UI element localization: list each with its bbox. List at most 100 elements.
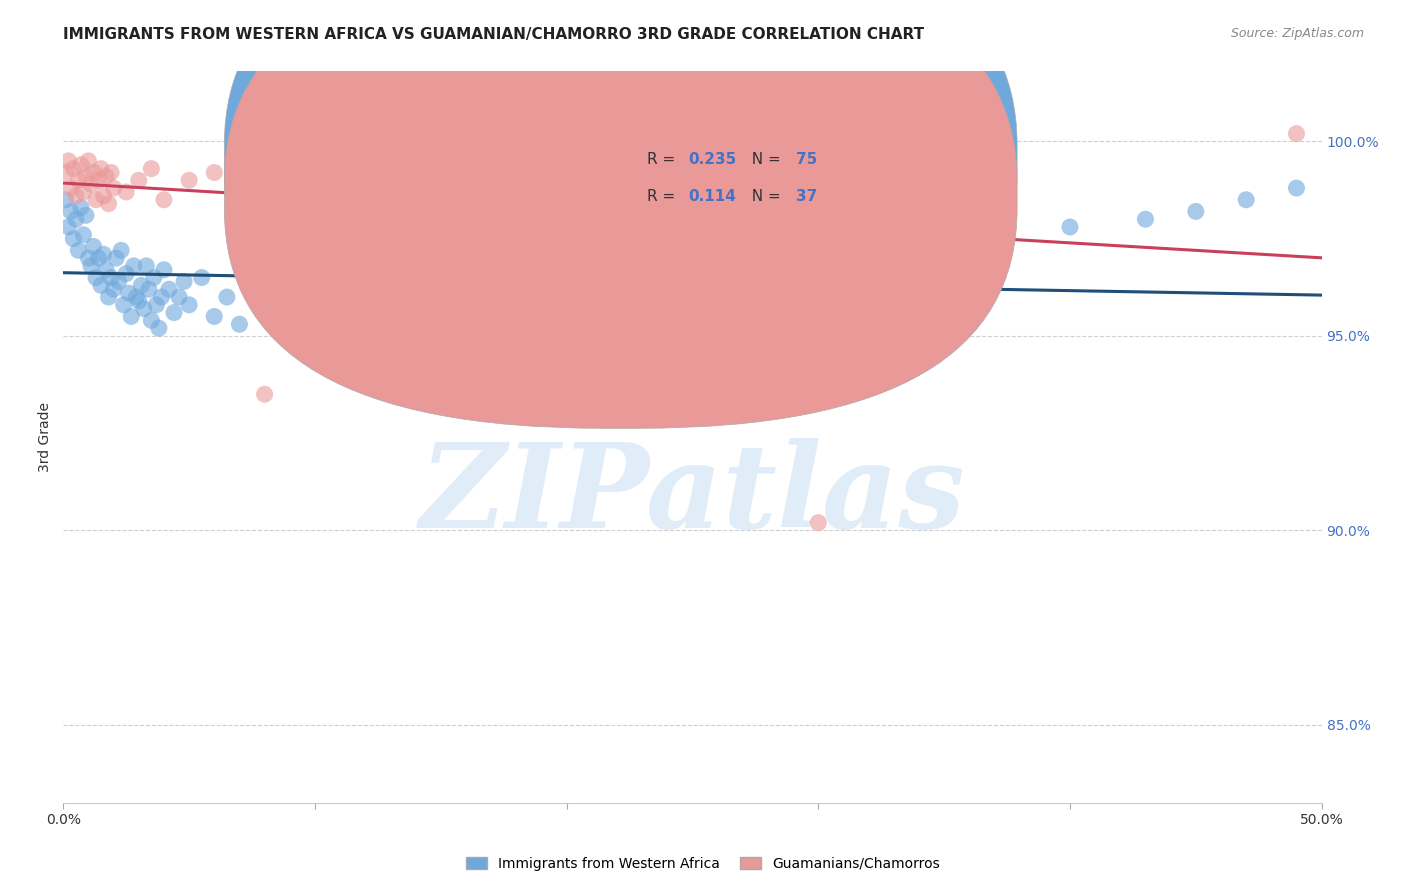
- Point: [77, 153, 100, 168]
- Point: [93, 189, 115, 203]
- Point: [122, 259, 145, 273]
- FancyBboxPatch shape: [225, 0, 1017, 392]
- Point: [157, 282, 180, 296]
- Point: [55, 165, 77, 179]
- Point: [67, 173, 90, 187]
- Point: [153, 262, 176, 277]
- Point: [555, 298, 578, 312]
- Point: [128, 173, 150, 187]
- Text: R =: R =: [647, 189, 685, 204]
- Point: [454, 305, 477, 319]
- Point: [228, 318, 250, 332]
- Point: [304, 282, 326, 296]
- Point: [94, 262, 117, 277]
- Point: [80, 259, 103, 273]
- Text: 0.235: 0.235: [689, 153, 737, 168]
- Point: [55, 193, 77, 207]
- Point: [278, 298, 301, 312]
- Point: [430, 161, 453, 176]
- Point: [59, 204, 82, 219]
- Point: [90, 278, 112, 293]
- Y-axis label: 3rd Grade: 3rd Grade: [38, 402, 52, 472]
- Point: [150, 290, 173, 304]
- Point: [75, 169, 97, 184]
- Point: [1234, 193, 1257, 207]
- Point: [75, 208, 97, 222]
- Point: [110, 244, 132, 258]
- Point: [100, 270, 122, 285]
- FancyBboxPatch shape: [225, 0, 1017, 428]
- Point: [93, 247, 115, 261]
- Legend: Immigrants from Western Africa, Guamanians/Chamorros: Immigrants from Western Africa, Guamania…: [460, 851, 946, 876]
- Point: [202, 310, 225, 324]
- Point: [103, 282, 125, 296]
- Point: [84, 270, 107, 285]
- Text: N =: N =: [741, 153, 785, 168]
- Text: 0.114: 0.114: [689, 189, 737, 204]
- Point: [215, 290, 238, 304]
- Point: [77, 251, 100, 265]
- Point: [304, 173, 326, 187]
- Point: [682, 146, 704, 161]
- Point: [87, 173, 110, 187]
- Text: R =: R =: [647, 153, 681, 168]
- Point: [756, 251, 779, 265]
- Point: [329, 301, 352, 316]
- Point: [97, 196, 120, 211]
- Point: [84, 193, 107, 207]
- Text: IMMIGRANTS FROM WESTERN AFRICA VS GUAMANIAN/CHAMORRO 3RD GRADE CORRELATION CHART: IMMIGRANTS FROM WESTERN AFRICA VS GUAMAN…: [63, 27, 924, 42]
- Point: [167, 290, 190, 304]
- Point: [430, 282, 453, 296]
- Point: [97, 290, 120, 304]
- Point: [107, 275, 129, 289]
- Point: [138, 282, 160, 296]
- Point: [87, 251, 110, 265]
- Point: [354, 173, 377, 187]
- Point: [163, 305, 186, 319]
- Point: [304, 165, 326, 179]
- Point: [132, 301, 155, 316]
- Point: [58, 153, 80, 168]
- Text: N =: N =: [741, 189, 785, 204]
- Point: [202, 165, 225, 179]
- Point: [505, 290, 527, 304]
- Point: [62, 232, 84, 246]
- Text: Source: ZipAtlas.com: Source: ZipAtlas.com: [1230, 27, 1364, 40]
- Point: [70, 201, 93, 215]
- Point: [304, 181, 326, 195]
- Point: [72, 185, 94, 199]
- Point: [380, 310, 402, 324]
- Point: [112, 298, 135, 312]
- Point: [100, 165, 122, 179]
- Point: [72, 227, 94, 242]
- Point: [135, 259, 157, 273]
- Point: [179, 173, 201, 187]
- Point: [1059, 219, 1081, 234]
- Point: [173, 275, 195, 289]
- Text: 75: 75: [796, 153, 817, 168]
- Point: [555, 153, 578, 168]
- Point: [142, 270, 165, 285]
- Point: [82, 165, 104, 179]
- Point: [129, 278, 152, 293]
- Point: [606, 278, 628, 293]
- Point: [253, 387, 276, 401]
- Point: [67, 244, 90, 258]
- Point: [190, 270, 212, 285]
- Text: ZIPatlas: ZIPatlas: [419, 438, 966, 553]
- Point: [59, 181, 82, 195]
- Point: [115, 267, 138, 281]
- Text: 37: 37: [796, 189, 817, 204]
- Point: [128, 293, 150, 308]
- Point: [125, 290, 148, 304]
- Point: [120, 310, 142, 324]
- Point: [103, 181, 125, 195]
- Point: [80, 177, 103, 191]
- Point: [253, 275, 276, 289]
- Point: [354, 290, 377, 304]
- Point: [62, 161, 84, 176]
- Point: [148, 321, 170, 335]
- Point: [1135, 212, 1157, 227]
- Point: [1285, 127, 1308, 141]
- Point: [807, 516, 830, 530]
